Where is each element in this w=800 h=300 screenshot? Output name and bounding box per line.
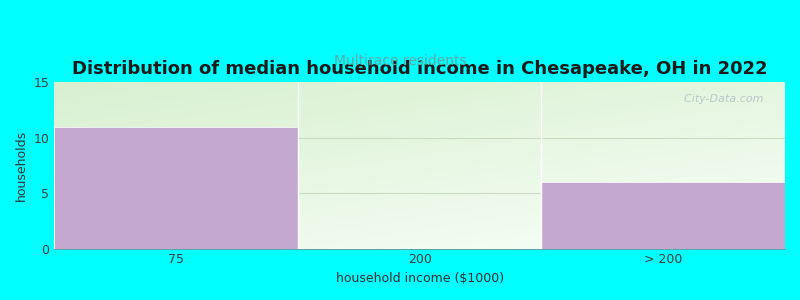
Y-axis label: households: households [15, 130, 28, 201]
Text: City-Data.com: City-Data.com [677, 94, 763, 104]
Bar [542, 182, 785, 249]
Title: Distribution of median household income in Chesapeake, OH in 2022: Distribution of median household income … [72, 60, 767, 78]
Text: Multirace residents: Multirace residents [334, 54, 466, 68]
Bar [54, 127, 298, 249]
X-axis label: household income ($1000): household income ($1000) [335, 272, 504, 285]
